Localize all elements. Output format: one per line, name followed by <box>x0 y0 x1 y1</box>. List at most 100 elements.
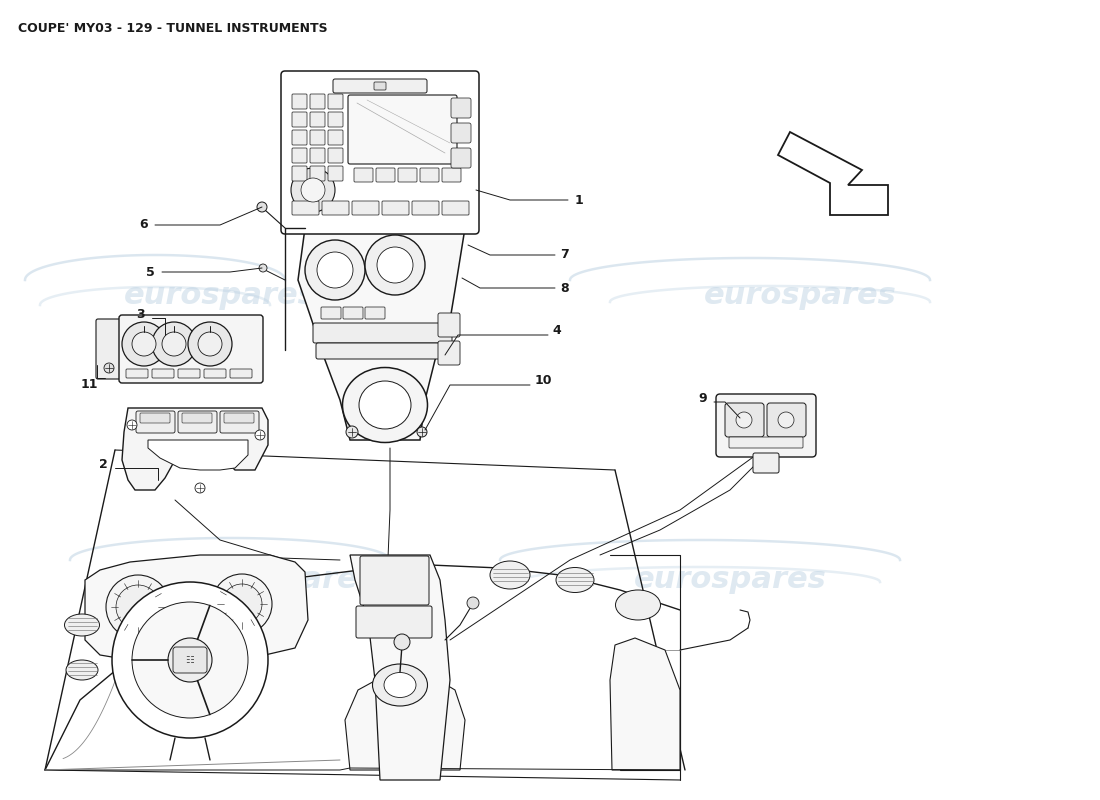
FancyBboxPatch shape <box>292 148 307 163</box>
FancyBboxPatch shape <box>442 168 461 182</box>
Polygon shape <box>778 132 888 215</box>
FancyBboxPatch shape <box>178 369 200 378</box>
FancyBboxPatch shape <box>354 168 373 182</box>
Circle shape <box>112 582 268 738</box>
FancyBboxPatch shape <box>126 369 148 378</box>
Text: 1: 1 <box>575 194 584 206</box>
Circle shape <box>176 594 208 626</box>
Circle shape <box>132 602 248 718</box>
Text: eurospares: eurospares <box>123 281 317 310</box>
Text: eurospares: eurospares <box>634 566 826 594</box>
Text: COUPE' MY03 - 129 - TUNNEL INSTRUMENTS: COUPE' MY03 - 129 - TUNNEL INSTRUMENTS <box>18 22 328 35</box>
Text: 2: 2 <box>99 458 108 471</box>
Circle shape <box>468 597 478 609</box>
Ellipse shape <box>384 673 416 698</box>
Text: 4: 4 <box>552 323 561 337</box>
Text: 7: 7 <box>560 249 569 262</box>
FancyBboxPatch shape <box>328 112 343 127</box>
Polygon shape <box>122 408 268 490</box>
Text: 6: 6 <box>140 218 148 231</box>
FancyBboxPatch shape <box>310 130 324 145</box>
FancyBboxPatch shape <box>310 148 324 163</box>
Circle shape <box>212 574 272 634</box>
FancyBboxPatch shape <box>152 369 174 378</box>
Text: 10: 10 <box>535 374 552 386</box>
Circle shape <box>305 240 365 300</box>
FancyBboxPatch shape <box>321 307 341 319</box>
FancyBboxPatch shape <box>725 403 764 437</box>
Text: eurospares: eurospares <box>704 281 896 310</box>
Circle shape <box>736 412 752 428</box>
Circle shape <box>106 575 170 639</box>
FancyBboxPatch shape <box>451 123 471 143</box>
Circle shape <box>116 585 160 629</box>
Circle shape <box>168 638 212 682</box>
FancyBboxPatch shape <box>328 166 343 181</box>
FancyBboxPatch shape <box>292 112 307 127</box>
FancyBboxPatch shape <box>442 201 469 215</box>
Polygon shape <box>350 555 450 780</box>
FancyBboxPatch shape <box>420 168 439 182</box>
Text: eurospares: eurospares <box>184 566 376 594</box>
FancyBboxPatch shape <box>352 201 379 215</box>
Circle shape <box>377 247 412 283</box>
FancyBboxPatch shape <box>348 95 456 164</box>
Text: 5: 5 <box>146 266 155 278</box>
Circle shape <box>122 322 166 366</box>
Circle shape <box>394 634 410 650</box>
FancyBboxPatch shape <box>412 201 439 215</box>
FancyBboxPatch shape <box>292 201 319 215</box>
Ellipse shape <box>65 614 99 636</box>
Circle shape <box>292 168 336 212</box>
FancyBboxPatch shape <box>96 319 122 379</box>
Ellipse shape <box>556 567 594 593</box>
Ellipse shape <box>373 664 428 706</box>
Circle shape <box>126 420 138 430</box>
Text: 9: 9 <box>698 393 707 406</box>
FancyBboxPatch shape <box>136 411 175 433</box>
FancyBboxPatch shape <box>292 130 307 145</box>
Text: 8: 8 <box>560 282 569 294</box>
Circle shape <box>195 483 205 493</box>
FancyBboxPatch shape <box>292 94 307 109</box>
Text: ☷: ☷ <box>186 655 195 665</box>
FancyBboxPatch shape <box>230 369 252 378</box>
FancyBboxPatch shape <box>280 71 478 234</box>
Polygon shape <box>85 555 308 660</box>
Circle shape <box>301 178 324 202</box>
Circle shape <box>198 332 222 356</box>
FancyBboxPatch shape <box>398 168 417 182</box>
Circle shape <box>346 426 358 438</box>
Ellipse shape <box>66 660 98 680</box>
FancyBboxPatch shape <box>316 343 448 359</box>
Circle shape <box>257 202 267 212</box>
FancyBboxPatch shape <box>182 413 212 423</box>
Circle shape <box>188 322 232 366</box>
Polygon shape <box>298 228 465 440</box>
FancyBboxPatch shape <box>310 94 324 109</box>
FancyBboxPatch shape <box>220 411 258 433</box>
FancyBboxPatch shape <box>451 98 471 118</box>
FancyBboxPatch shape <box>310 166 324 181</box>
FancyBboxPatch shape <box>438 313 460 337</box>
FancyBboxPatch shape <box>360 556 429 605</box>
FancyBboxPatch shape <box>767 403 806 437</box>
FancyBboxPatch shape <box>314 323 452 343</box>
FancyBboxPatch shape <box>173 647 207 673</box>
Polygon shape <box>345 678 465 770</box>
Circle shape <box>132 332 156 356</box>
Ellipse shape <box>359 381 411 429</box>
Circle shape <box>365 235 425 295</box>
FancyBboxPatch shape <box>328 94 343 109</box>
FancyBboxPatch shape <box>204 369 226 378</box>
Text: 11: 11 <box>80 378 98 391</box>
FancyBboxPatch shape <box>438 341 460 365</box>
FancyBboxPatch shape <box>729 437 803 448</box>
Polygon shape <box>610 638 680 770</box>
Circle shape <box>152 322 196 366</box>
Ellipse shape <box>490 561 530 589</box>
FancyBboxPatch shape <box>328 130 343 145</box>
FancyBboxPatch shape <box>343 307 363 319</box>
FancyBboxPatch shape <box>754 453 779 473</box>
Circle shape <box>255 430 265 440</box>
